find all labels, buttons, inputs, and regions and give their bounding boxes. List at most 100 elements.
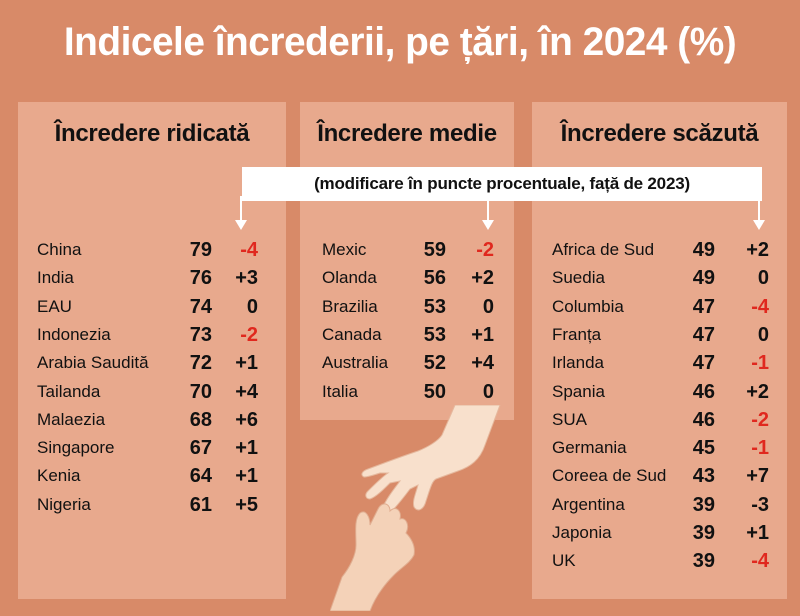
change-value: -2: [240, 323, 258, 346]
country-name: India: [37, 268, 74, 288]
trust-value: 39: [692, 522, 715, 544]
page-title: Indicele încrederii, pe țări, în 2024 (%…: [63, 19, 737, 64]
country-name: Columbia: [552, 296, 624, 316]
country-row: Singapore 67 +1: [18, 434, 286, 462]
country-name: Olanda: [322, 268, 377, 288]
country-name: Arabia Saudită: [37, 353, 149, 373]
change-value: -4: [240, 239, 258, 261]
country-name: Argentina: [552, 494, 625, 514]
country-row: Tailanda 70 +4: [18, 378, 286, 406]
trust-value: 45: [692, 437, 715, 460]
change-value: +1: [235, 437, 258, 460]
trust-value: 43: [692, 465, 715, 488]
change-value: +2: [471, 267, 494, 290]
trust-value: 76: [189, 267, 212, 290]
trust-value: 50: [423, 380, 446, 403]
country-row: Kenia 64 +1: [18, 462, 286, 490]
country-name: Japonia: [552, 523, 612, 542]
country-name: Franța: [552, 324, 602, 344]
change-value: +1: [235, 352, 258, 375]
country-name: China: [37, 240, 82, 259]
change-value: +3: [235, 267, 258, 290]
country-row: Spania 46 +2: [532, 378, 787, 406]
trust-value: 46: [692, 408, 715, 431]
trust-value: 59: [423, 239, 446, 261]
trust-value: 47: [692, 295, 715, 318]
change-value: +4: [235, 380, 258, 403]
panel-medium-trust: Încredere medie Mexic 59 -2 Olanda 56 +2 Brazi…: [300, 102, 514, 420]
country-name: Germania: [552, 438, 627, 458]
change-value: +1: [746, 522, 769, 544]
country-row: Franța 47 0: [532, 321, 787, 349]
panel-heading: Încredere ridicată: [54, 120, 250, 147]
country-name: Brazilia: [322, 296, 378, 316]
change-value: -4: [751, 550, 769, 573]
country-row: Arabia Saudită 72 +1: [18, 349, 286, 377]
country-row: Columbia 47 -4: [532, 293, 787, 321]
trust-value: 49: [692, 239, 715, 261]
trust-value: 56: [423, 267, 446, 290]
country-name: Mexic: [322, 240, 367, 259]
trust-value: 39: [692, 550, 715, 573]
change-value: -1: [751, 437, 769, 460]
country-name: Spania: [552, 381, 605, 401]
country-row: Indonezia 73 -2: [18, 321, 286, 349]
country-name: Indonezia: [37, 324, 111, 344]
trust-value: 49: [692, 267, 715, 290]
country-name: Nigeria: [37, 494, 91, 514]
trust-value: 46: [692, 380, 715, 403]
trust-value: 70: [189, 380, 212, 403]
country-row: Mexic 59 -2: [300, 236, 514, 264]
trust-value: 53: [423, 295, 446, 318]
change-value: -2: [751, 408, 769, 431]
trust-value: 47: [692, 352, 715, 375]
hands-illustration: [329, 404, 530, 612]
trust-value: 53: [423, 323, 446, 346]
arrow-down-icon: [481, 196, 495, 230]
country-name: Singapore: [37, 438, 115, 458]
change-value: +2: [746, 380, 769, 403]
country-row: Nigeria 61 +5: [18, 491, 286, 519]
change-value: -3: [751, 493, 769, 516]
trust-value: 47: [692, 323, 715, 346]
country-row: Italia 50 0: [300, 378, 514, 406]
change-value: +7: [746, 465, 769, 488]
country-row: Australia 52 +4: [300, 349, 514, 377]
country-row: Olanda 56 +2: [300, 264, 514, 292]
country-name: Italia: [322, 381, 358, 401]
country-row: Germania 45 -1: [532, 434, 787, 462]
trust-value: 68: [189, 408, 212, 431]
trust-value: 74: [189, 295, 212, 318]
country-name: SUA: [552, 409, 587, 429]
change-value: +6: [235, 408, 258, 431]
country-row: China 79 -4: [18, 236, 286, 264]
change-note: (modificare în puncte procentuale, față …: [242, 167, 762, 201]
change-value: 0: [482, 295, 494, 318]
country-row: Suedia 49 0: [532, 264, 787, 292]
panel-high-trust: Încredere ridicată China 79 -4 India 76 +3 EAU…: [18, 102, 286, 599]
country-row: Brazilia 53 0: [300, 293, 514, 321]
country-name: Canada: [322, 324, 382, 344]
change-value: +4: [471, 352, 494, 375]
trust-value: 73: [189, 323, 212, 346]
change-value: -2: [476, 239, 494, 261]
country-name: Malaezia: [37, 409, 106, 429]
country-name: Africa de Sud: [552, 240, 655, 259]
change-value: +5: [235, 493, 258, 516]
country-row: Coreea de Sud 43 +7: [532, 462, 787, 490]
country-row: Africa de Sud 49 +2: [532, 236, 787, 264]
trust-value: 52: [423, 352, 446, 375]
change-value: -4: [751, 295, 769, 318]
trust-value: 39: [692, 493, 715, 516]
country-name: EAU: [37, 296, 72, 316]
arrow-down-icon: [234, 196, 248, 230]
trust-value: 64: [189, 465, 212, 488]
country-row: EAU 74 0: [18, 293, 286, 321]
panel-heading: Încredere scăzută: [560, 120, 759, 147]
country-name: Coreea de Sud: [552, 466, 667, 486]
country-name: Suedia: [552, 268, 605, 288]
country-row: Argentina 39 -3: [532, 491, 787, 519]
trust-value: 79: [189, 239, 212, 261]
trust-value: 72: [189, 352, 212, 375]
country-row: Malaezia 68 +6: [18, 406, 286, 434]
